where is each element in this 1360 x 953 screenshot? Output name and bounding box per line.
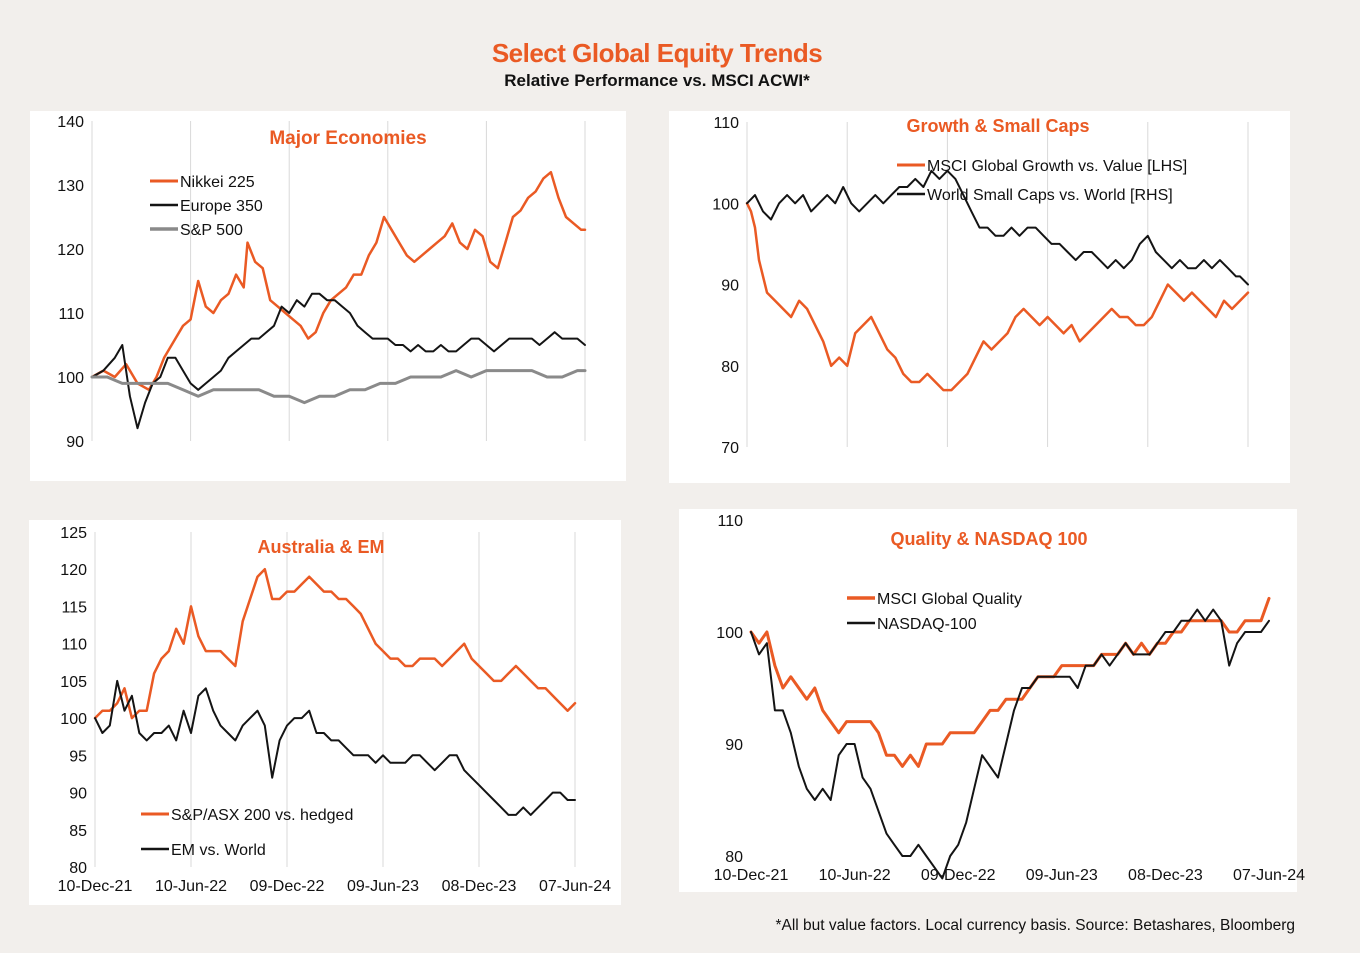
chart-panel-australia: 80 85 90 95 100 105 110 115 120 125 10-Dec-21 10-Ju…: [29, 520, 621, 905]
x-tick-label: 10-Dec-21: [714, 867, 789, 884]
chart-growth: 70 80 90 100 110 Growth & Small Caps MSCI Glob…: [712, 115, 1250, 457]
y-tick-label: 120: [57, 242, 84, 259]
series-line-quality-1: [750, 608, 1270, 880]
x-tick-label: 09-Jun-23: [1026, 867, 1098, 884]
y-tick-label: 90: [66, 434, 84, 451]
y-tick-label: 85: [69, 823, 87, 840]
legend-label: EM vs. World: [171, 842, 266, 859]
chart-australia: 80 85 90 95 100 105 110 115 120 125 10-Dec-21 10-Ju…: [58, 525, 611, 895]
y-tick-label: 125: [60, 525, 87, 542]
y-tick-label: 110: [61, 637, 87, 654]
chart-major: 90 100 110 120 130 140 Major Economies Nikkei 2…: [57, 114, 587, 451]
legend-label: MSCI Global Quality: [877, 591, 1022, 608]
x-tick-label: 09-Dec-22: [250, 878, 325, 895]
y-tick-label: 80: [725, 849, 743, 866]
series-line-australia-1: [94, 679, 576, 816]
legend-label: S&P 500: [180, 222, 243, 239]
chart-quality: 80 90 100 110 10-Dec-21 10-Jun-22 09-Dec-22 09-…: [714, 513, 1305, 884]
y-tick-label: 95: [69, 748, 87, 765]
legend-label: NASDAQ-100: [877, 616, 977, 633]
x-tick-label: 10-Jun-22: [819, 867, 891, 884]
series-line-growth-1: [746, 169, 1249, 286]
x-tick-label: 10-Jun-22: [155, 878, 227, 895]
y-tick-label: 100: [57, 370, 84, 387]
series-line-quality-0: [749, 596, 1271, 768]
y-tick-label: 110: [58, 306, 84, 323]
x-tick-label: 07-Jun-24: [539, 878, 611, 895]
chart-title: Quality & NASDAQ 100: [890, 529, 1087, 549]
y-tick-label: 115: [61, 599, 87, 616]
x-tick-label: 09-Jun-23: [347, 878, 419, 895]
y-tick-label: 90: [725, 737, 743, 754]
y-tick-label: 90: [721, 278, 739, 295]
x-tick-label: 09-Dec-22: [921, 867, 996, 884]
y-tick-label: 105: [60, 674, 87, 691]
legend-label: S&P/ASX 200 vs. hedged: [171, 807, 353, 824]
chart-panel-growth: 70 80 90 100 110 Growth & Small Caps MSCI Glob…: [669, 111, 1290, 483]
series-line-australia-0: [93, 567, 577, 720]
main-subtitle: Relative Performance vs. MSCI ACWI*: [504, 71, 810, 90]
legend-label: Europe 350: [180, 198, 263, 215]
legend-label: World Small Caps vs. World [RHS]: [927, 187, 1173, 204]
main-title: Select Global Equity Trends: [491, 38, 823, 68]
y-tick-label: 130: [57, 178, 84, 195]
y-tick-label: 110: [713, 115, 739, 132]
y-tick-label: 90: [69, 786, 87, 803]
y-tick-label: 100: [716, 625, 743, 642]
x-tick-label: 07-Jun-24: [1233, 867, 1305, 884]
legend-label: Nikkei 225: [180, 174, 255, 191]
y-tick-label: 100: [712, 196, 739, 213]
chart-panel-major: 90 100 110 120 130 140 Major Economies Nikkei 2…: [30, 111, 626, 481]
chart-title: Major Economies: [269, 128, 426, 149]
y-tick-label: 70: [721, 440, 739, 457]
y-tick-label: 110: [717, 513, 743, 530]
y-tick-label: 80: [721, 359, 739, 376]
y-tick-label: 140: [57, 114, 84, 131]
chart-title: Australia & EM: [257, 537, 384, 557]
x-tick-label: 08-Dec-23: [1128, 867, 1203, 884]
y-tick-label: 100: [60, 711, 87, 728]
source-footnote: *All but value factors. Local currency b…: [775, 917, 1295, 934]
chart-panel-quality: 80 90 100 110 10-Dec-21 10-Jun-22 09-Dec-22 09-…: [679, 509, 1305, 892]
x-tick-label: 10-Dec-21: [58, 878, 133, 895]
series-line-growth-0: [745, 202, 1250, 392]
y-tick-label: 120: [60, 562, 87, 579]
legend-label: MSCI Global Growth vs. Value [LHS]: [927, 158, 1187, 175]
series-line-major-2: [90, 369, 587, 405]
series-line-major-0: [90, 170, 587, 392]
series-line-major-1: [91, 292, 586, 430]
chart-title: Growth & Small Caps: [906, 116, 1089, 136]
x-tick-label: 08-Dec-23: [442, 878, 517, 895]
y-tick-label: 80: [69, 860, 87, 877]
